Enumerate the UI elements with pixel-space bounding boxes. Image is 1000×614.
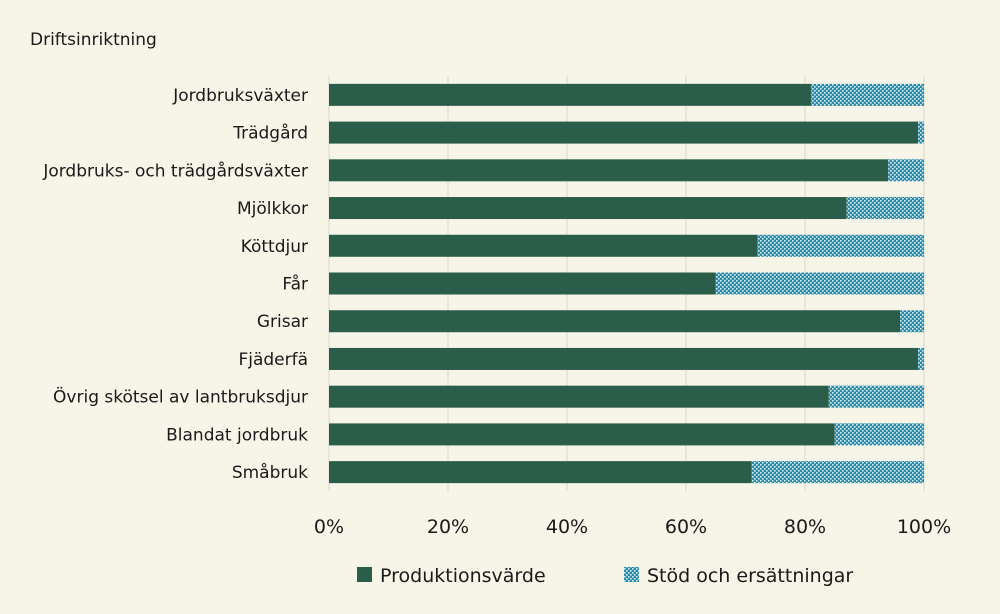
x-tick-label: 40% xyxy=(546,516,588,538)
legend-label-produktionsvarde: Produktionsvärde xyxy=(380,565,546,587)
category-label: Jordbruksväxter xyxy=(172,86,308,106)
bar-produktionsvarde xyxy=(329,310,901,333)
bar-stod xyxy=(900,310,924,333)
category-label: Köttdjur xyxy=(241,237,308,257)
legend-label-stod: Stöd och ersättningar xyxy=(647,565,853,587)
y-axis-title: Driftsinriktning xyxy=(30,30,157,50)
legend-swatch-produktionsvarde xyxy=(357,567,372,582)
bar-produktionsvarde xyxy=(329,385,829,408)
x-tick-label: 60% xyxy=(665,516,707,538)
bar-produktionsvarde xyxy=(329,272,716,295)
category-labels: Jordbruksväxter Trädgård Jordbruks- och tr… xyxy=(42,86,308,483)
bar-stod xyxy=(715,272,924,295)
legend-swatch-stod xyxy=(624,567,639,582)
bar-produktionsvarde xyxy=(329,234,758,257)
bars xyxy=(329,83,924,484)
bar-produktionsvarde xyxy=(329,83,811,106)
bar-produktionsvarde xyxy=(329,121,919,144)
bar-stod xyxy=(810,83,924,106)
bar-stod xyxy=(846,197,924,220)
category-label: Småbruk xyxy=(232,462,308,483)
bar-stod xyxy=(834,423,924,446)
bar-produktionsvarde xyxy=(329,461,752,484)
x-tick-labels: 0% 20% 40% 60% 80% 100% xyxy=(314,516,951,538)
bar-stod xyxy=(757,234,924,257)
category-label: Jordbruks- och trädgårdsväxter xyxy=(42,160,308,181)
x-tick-label: 0% xyxy=(314,516,344,538)
bar-produktionsvarde xyxy=(329,159,889,182)
category-label: Trädgård xyxy=(232,123,308,144)
category-label: Mjölkkor xyxy=(237,199,308,219)
category-label: Fjäderfä xyxy=(238,350,308,370)
category-label: Grisar xyxy=(257,312,308,332)
bar-produktionsvarde xyxy=(329,347,919,370)
bar-stod xyxy=(751,461,924,484)
x-tick-label: 100% xyxy=(897,516,951,538)
category-label: Övrig skötsel av lantbruksdjur xyxy=(53,386,308,408)
bar-stod xyxy=(888,159,924,182)
bar-stod xyxy=(918,347,924,370)
bar-produktionsvarde xyxy=(329,197,847,220)
legend: Produktionsvärde Stöd och ersättningar xyxy=(357,565,853,587)
category-label: Får xyxy=(282,274,308,295)
category-label: Blandat jordbruk xyxy=(166,425,308,445)
x-tick-label: 20% xyxy=(427,516,469,538)
bar-stod xyxy=(918,121,924,144)
x-tick-label: 80% xyxy=(784,516,826,538)
bar-stod xyxy=(828,385,924,408)
bar-produktionsvarde xyxy=(329,423,835,446)
